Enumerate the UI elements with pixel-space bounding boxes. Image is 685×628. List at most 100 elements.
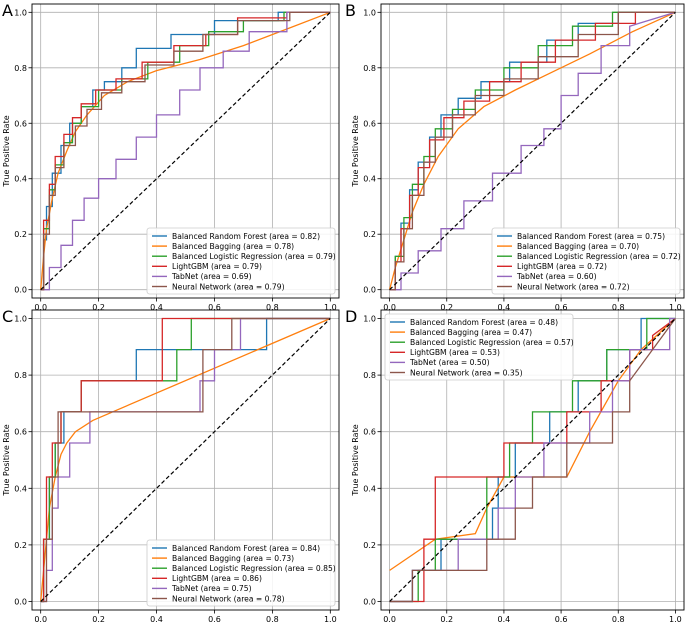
y-tick-label: 0.6 [14,428,27,437]
chance-baseline [40,11,331,291]
legend-entry: LightGBM (area = 0.72) [517,262,607,271]
legend-entry: Neural Network (area = 0.78) [172,594,285,603]
y-tick-label: 0.8 [14,64,27,73]
legend-entry: Balanced Logistic Regression (area = 0.7… [172,252,336,261]
x-tick-label: 0.6 [555,615,568,624]
panel-b: B 0.0 0.2 0.4 0.6 0.8 1.0 0.0 0.2 0.4 0.6 0.8 1.0 Tru… [345,1,685,312]
x-tick-label: 0.0 [34,303,47,312]
series-line-5 [40,11,331,291]
x-tick-label: 0.4 [498,615,511,624]
legend-entry: Balanced Bagging (area = 0.78) [172,242,294,251]
x-tick-label: 0.6 [555,303,568,312]
axes-frame [380,3,685,299]
series-line-3 [40,317,331,603]
y-tick-label: 0.4 [14,484,27,493]
y-tick-label: 1.0 [363,8,376,17]
x-tick-label: 1.0 [324,615,337,624]
x-tick-label: 0.8 [612,303,625,312]
series-line-5 [389,318,676,603]
legend-box [146,539,336,607]
x-tick-label: 0.2 [440,615,453,624]
legend-entry: Balanced Bagging (area = 0.70) [517,242,639,251]
legend-entry: Balanced Random Forest (area = 0.84) [172,544,320,553]
axes-frame [31,309,340,611]
panel-letter: C [2,307,13,326]
plot-area [388,11,676,291]
x-tick-label: 0.4 [150,615,163,624]
legend-entry: TabNet (area = 0.50) [409,358,490,367]
x-tick-label: 0.4 [498,303,511,312]
legend-entry: Balanced Random Forest (area = 0.48) [410,318,558,327]
y-tick-label: 0.4 [14,175,27,184]
x-tick-label: 1.0 [669,615,682,624]
legend-entry: LightGBM (area = 0.86) [172,574,262,583]
chance-baseline [389,318,676,602]
x-tick-label: 0.2 [440,303,453,312]
series-line-2 [40,11,331,291]
legend-entry: Balanced Random Forest (area = 0.82) [172,232,320,241]
x-tick-label: 0.4 [150,303,163,312]
y-axis-label: True Positive Rate [351,115,360,187]
series-line-4 [389,317,676,603]
legend-box [146,227,336,295]
legend-entry: LightGBM (area = 0.79) [172,262,262,271]
y-tick-label: 0.0 [14,598,27,607]
series-line-4 [389,11,676,291]
y-tick-label: 0.6 [363,428,376,437]
legend-box [491,227,681,295]
panel-c: C 0.0 0.2 0.4 0.6 0.8 1.0 0.0 0.2 0.4 0.6 0.8 1.0 Tru… [2,307,340,628]
y-tick-label: 0.6 [14,119,27,128]
series-line-3 [389,11,676,291]
y-axis-label: True Positive Rate [2,115,11,187]
legend: Balanced Random Forest (area = 0.75)Bala… [491,227,681,295]
legend: Balanced Random Forest (area = 0.82)Bala… [146,227,336,295]
legend-entry: TabNet (area = 0.60) [516,272,597,281]
legend-entry: LightGBM (area = 0.53) [410,348,500,357]
x-tick-label: 0.8 [612,615,625,624]
plot-area [389,317,676,603]
legend-entry: Balanced Logistic Regression (area = 0.7… [517,252,681,261]
panel-d: D 0.0 0.2 0.4 0.6 0.8 1.0 0.0 0.2 0.4 0.6 0.8 1.0 Tru… [345,307,685,628]
series-line-4 [40,11,331,291]
y-tick-label: 0.0 [363,598,376,607]
y-tick-label: 1.0 [14,8,27,17]
y-tick-label: 0.2 [363,230,376,239]
y-tick-label: 0.8 [363,64,376,73]
y-tick-label: 0.0 [363,286,376,295]
x-tick-label: 1.0 [669,303,682,312]
legend-entry: Balanced Bagging (area = 0.47) [410,328,532,337]
panel-letter: D [345,307,357,326]
panel-letter: A [2,1,13,20]
y-tick-label: 0.8 [14,371,27,380]
y-tick-label: 0.0 [14,286,27,295]
x-tick-label: 0.0 [383,303,396,312]
legend-entry: Neural Network (area = 0.72) [517,282,630,291]
legend-entry: TabNet (area = 0.75) [171,584,252,593]
x-tick-label: 0.2 [92,303,105,312]
y-tick-label: 0.4 [363,484,376,493]
legend-box [384,313,574,381]
axes-frame [31,3,340,299]
legend-entry: Balanced Bagging (area = 0.73) [172,554,294,563]
series-line-5 [389,11,676,291]
y-tick-label: 0.4 [363,175,376,184]
y-axis-label: True Positive Rate [2,424,11,496]
y-tick-label: 0.2 [14,230,27,239]
legend: Balanced Random Forest (area = 0.84)Bala… [146,539,336,607]
y-tick-label: 1.0 [14,314,27,323]
plot-area [40,11,331,291]
x-tick-label: 0.8 [266,303,279,312]
legend-entry: Neural Network (area = 0.79) [172,282,285,291]
panel-a: A 0.0 0.2 0.4 0.6 0.8 1.0 0.0 0.2 0.4 0.6 0.8 1.0 Tru… [2,1,340,312]
y-tick-label: 0.8 [363,371,376,380]
panel-letter: B [345,1,356,20]
y-tick-label: 0.2 [363,541,376,550]
y-tick-label: 0.6 [363,119,376,128]
chance-baseline [389,11,676,291]
legend-entry: Neural Network (area = 0.35) [410,368,523,377]
chance-baseline [40,318,331,602]
legend: Balanced Random Forest (area = 0.48)Bala… [384,313,574,381]
y-axis-label: True Positive Rate [351,424,360,496]
y-tick-label: 0.2 [14,541,27,550]
